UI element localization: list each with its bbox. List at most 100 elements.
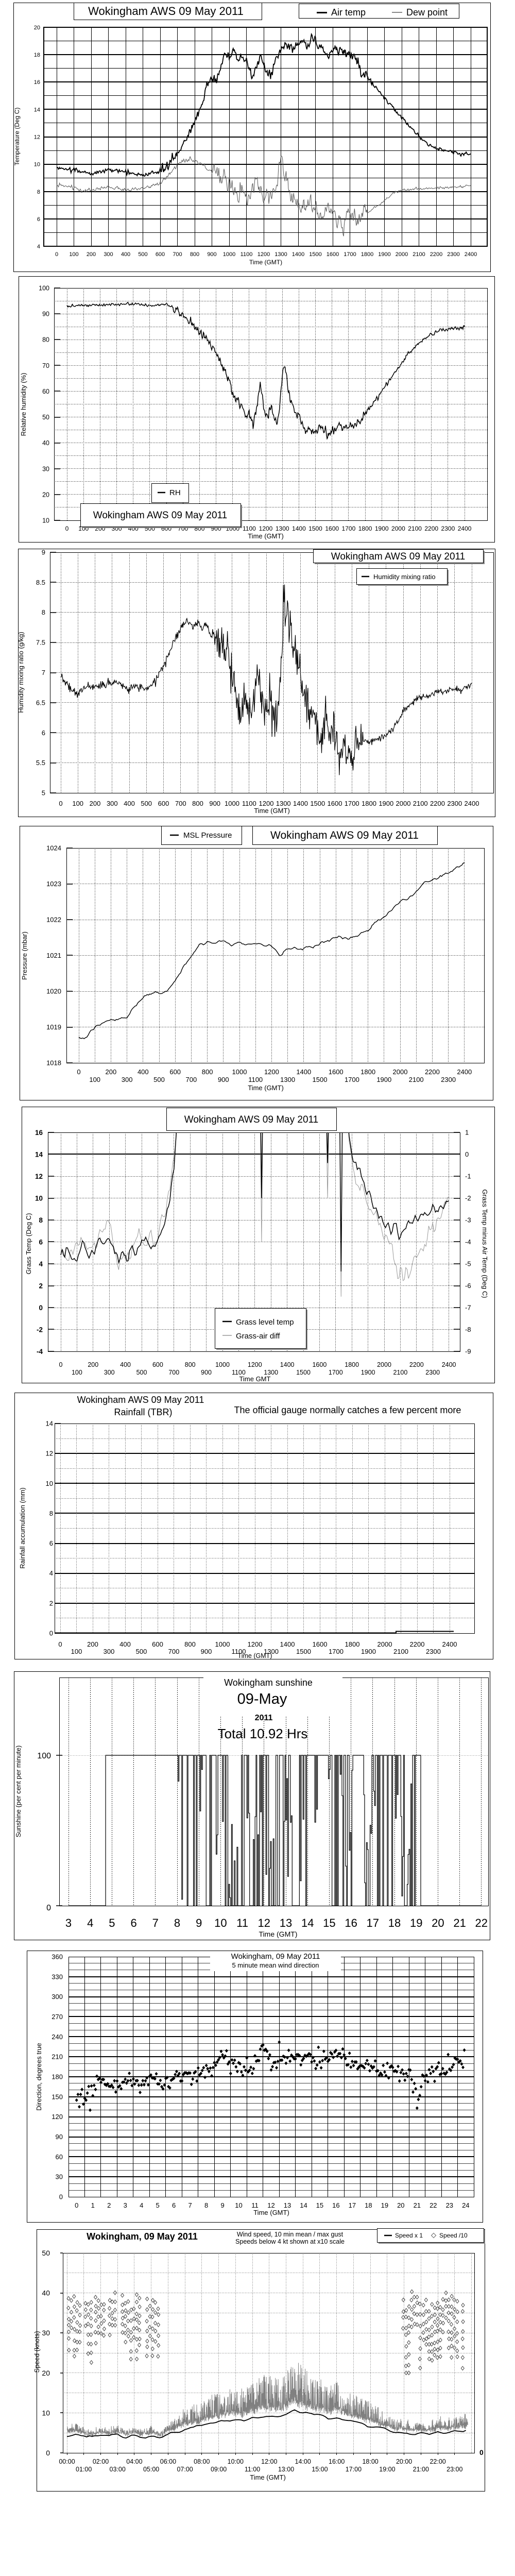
svg-text:400: 400 xyxy=(121,251,130,258)
svg-text:06:00: 06:00 xyxy=(160,2458,176,2465)
svg-text:2000: 2000 xyxy=(377,1361,391,1368)
svg-text:12: 12 xyxy=(258,1917,270,1929)
svg-text:1500: 1500 xyxy=(310,800,325,807)
svg-text:300: 300 xyxy=(104,251,113,258)
svg-text:11:00: 11:00 xyxy=(245,2466,260,2473)
svg-text:500: 500 xyxy=(136,1648,147,1655)
svg-text:1400: 1400 xyxy=(293,800,308,807)
svg-text:240: 240 xyxy=(52,2033,63,2041)
svg-text:90: 90 xyxy=(42,311,49,318)
svg-text:Wind speed, 10 min mean / max: Wind speed, 10 min mean / max gust xyxy=(237,2231,344,2238)
svg-text:0: 0 xyxy=(465,1150,469,1158)
svg-text:21: 21 xyxy=(453,1917,466,1929)
svg-text:0: 0 xyxy=(46,1904,51,1912)
svg-text:4: 4 xyxy=(87,1917,93,1929)
svg-text:900: 900 xyxy=(207,251,216,258)
svg-text:10: 10 xyxy=(214,1917,227,1929)
svg-text:1200: 1200 xyxy=(248,1640,263,1648)
svg-text:13:00: 13:00 xyxy=(278,2466,294,2473)
svg-text:1600: 1600 xyxy=(312,1361,327,1368)
svg-text:2011: 2011 xyxy=(255,1714,273,1722)
svg-text:270: 270 xyxy=(52,2013,63,2021)
svg-text:100: 100 xyxy=(39,285,49,292)
svg-text:Time (GMT): Time (GMT) xyxy=(248,532,284,540)
svg-text:6: 6 xyxy=(130,1917,136,1929)
svg-text:Time GMT: Time GMT xyxy=(239,1375,271,1383)
svg-text:1900: 1900 xyxy=(379,800,393,807)
svg-text:1700: 1700 xyxy=(345,1076,359,1083)
svg-text:8: 8 xyxy=(174,1917,180,1929)
svg-text:6.5: 6.5 xyxy=(36,699,45,706)
svg-text:18: 18 xyxy=(34,52,40,58)
svg-text:1300: 1300 xyxy=(264,1648,279,1655)
svg-text:Wokingham AWS 09 May 2011: Wokingham AWS 09 May 2011 xyxy=(184,1114,319,1125)
svg-text:0: 0 xyxy=(479,2448,484,2456)
svg-text:400: 400 xyxy=(119,1640,131,1648)
svg-text:9: 9 xyxy=(220,2201,224,2209)
svg-text:2200: 2200 xyxy=(410,1640,425,1648)
svg-text:360: 360 xyxy=(52,1953,63,1961)
svg-text:1900: 1900 xyxy=(378,251,390,258)
svg-text:8: 8 xyxy=(39,1216,43,1224)
svg-text:1900: 1900 xyxy=(376,1076,391,1083)
svg-text:1100: 1100 xyxy=(242,800,256,807)
svg-text:Wokingham, 09 May 2011: Wokingham, 09 May 2011 xyxy=(87,2231,198,2242)
svg-text:0: 0 xyxy=(49,1630,53,1637)
svg-text:14: 14 xyxy=(300,2201,307,2209)
svg-text:-5: -5 xyxy=(465,1260,471,1268)
svg-text:1700: 1700 xyxy=(342,525,356,532)
svg-text:1800: 1800 xyxy=(358,525,372,532)
svg-text:300: 300 xyxy=(52,1993,63,2001)
svg-text:10: 10 xyxy=(42,2409,50,2417)
svg-text:0: 0 xyxy=(59,1361,63,1368)
svg-text:2100: 2100 xyxy=(413,800,428,807)
svg-text:2100: 2100 xyxy=(413,251,425,258)
svg-text:500: 500 xyxy=(153,1076,165,1083)
svg-text:1200: 1200 xyxy=(264,1068,279,1076)
svg-text:Time (GMT): Time (GMT) xyxy=(248,1084,284,1092)
svg-text:Dew point: Dew point xyxy=(406,7,448,18)
svg-text:200: 200 xyxy=(106,1068,117,1076)
svg-text:180: 180 xyxy=(52,2073,63,2081)
svg-text:22: 22 xyxy=(475,1917,488,1929)
svg-text:10: 10 xyxy=(35,1195,43,1202)
svg-text:1023: 1023 xyxy=(46,880,61,888)
svg-text:12: 12 xyxy=(34,134,40,141)
svg-text:2200: 2200 xyxy=(430,251,442,258)
svg-text:500: 500 xyxy=(141,800,152,807)
svg-text:4: 4 xyxy=(49,1569,53,1577)
svg-text:00:00: 00:00 xyxy=(59,2458,75,2465)
svg-text:700: 700 xyxy=(168,1369,179,1376)
svg-text:50: 50 xyxy=(42,2249,50,2257)
svg-text:80: 80 xyxy=(42,336,49,344)
svg-text:17: 17 xyxy=(349,2201,356,2209)
svg-text:23: 23 xyxy=(446,2201,453,2209)
svg-text:3: 3 xyxy=(65,1917,72,1929)
svg-text:6: 6 xyxy=(37,216,40,223)
svg-text:Time (GMT): Time (GMT) xyxy=(238,1652,272,1659)
svg-text:100: 100 xyxy=(71,1648,82,1655)
svg-text:09-May: 09-May xyxy=(237,1691,287,1707)
svg-text:100: 100 xyxy=(89,1076,100,1083)
svg-text:8.5: 8.5 xyxy=(36,579,45,586)
svg-text:9: 9 xyxy=(42,549,45,556)
svg-text:Grass level temp: Grass level temp xyxy=(236,1318,294,1327)
svg-text:1600: 1600 xyxy=(328,800,342,807)
svg-text:0: 0 xyxy=(46,2449,50,2457)
svg-text:-1: -1 xyxy=(465,1173,471,1180)
svg-text:4: 4 xyxy=(39,1260,43,1268)
svg-text:20: 20 xyxy=(42,491,49,498)
svg-text:Wokingham AWS 09 May 2011: Wokingham AWS 09 May 2011 xyxy=(93,510,228,521)
svg-text:2400: 2400 xyxy=(465,251,477,258)
svg-text:500: 500 xyxy=(136,1369,147,1376)
svg-text:70: 70 xyxy=(42,362,49,369)
svg-text:1600: 1600 xyxy=(329,1068,344,1076)
svg-text:300: 300 xyxy=(104,1648,115,1655)
svg-text:13: 13 xyxy=(280,1917,292,1929)
svg-text:-8: -8 xyxy=(465,1326,471,1333)
svg-text:Wokingham sunshine: Wokingham sunshine xyxy=(224,1677,313,1688)
svg-text:Total 10.92 Hrs: Total 10.92 Hrs xyxy=(218,1726,308,1741)
svg-text:20:00: 20:00 xyxy=(396,2458,412,2465)
svg-text:200: 200 xyxy=(87,251,96,258)
svg-text:200: 200 xyxy=(88,1361,98,1368)
